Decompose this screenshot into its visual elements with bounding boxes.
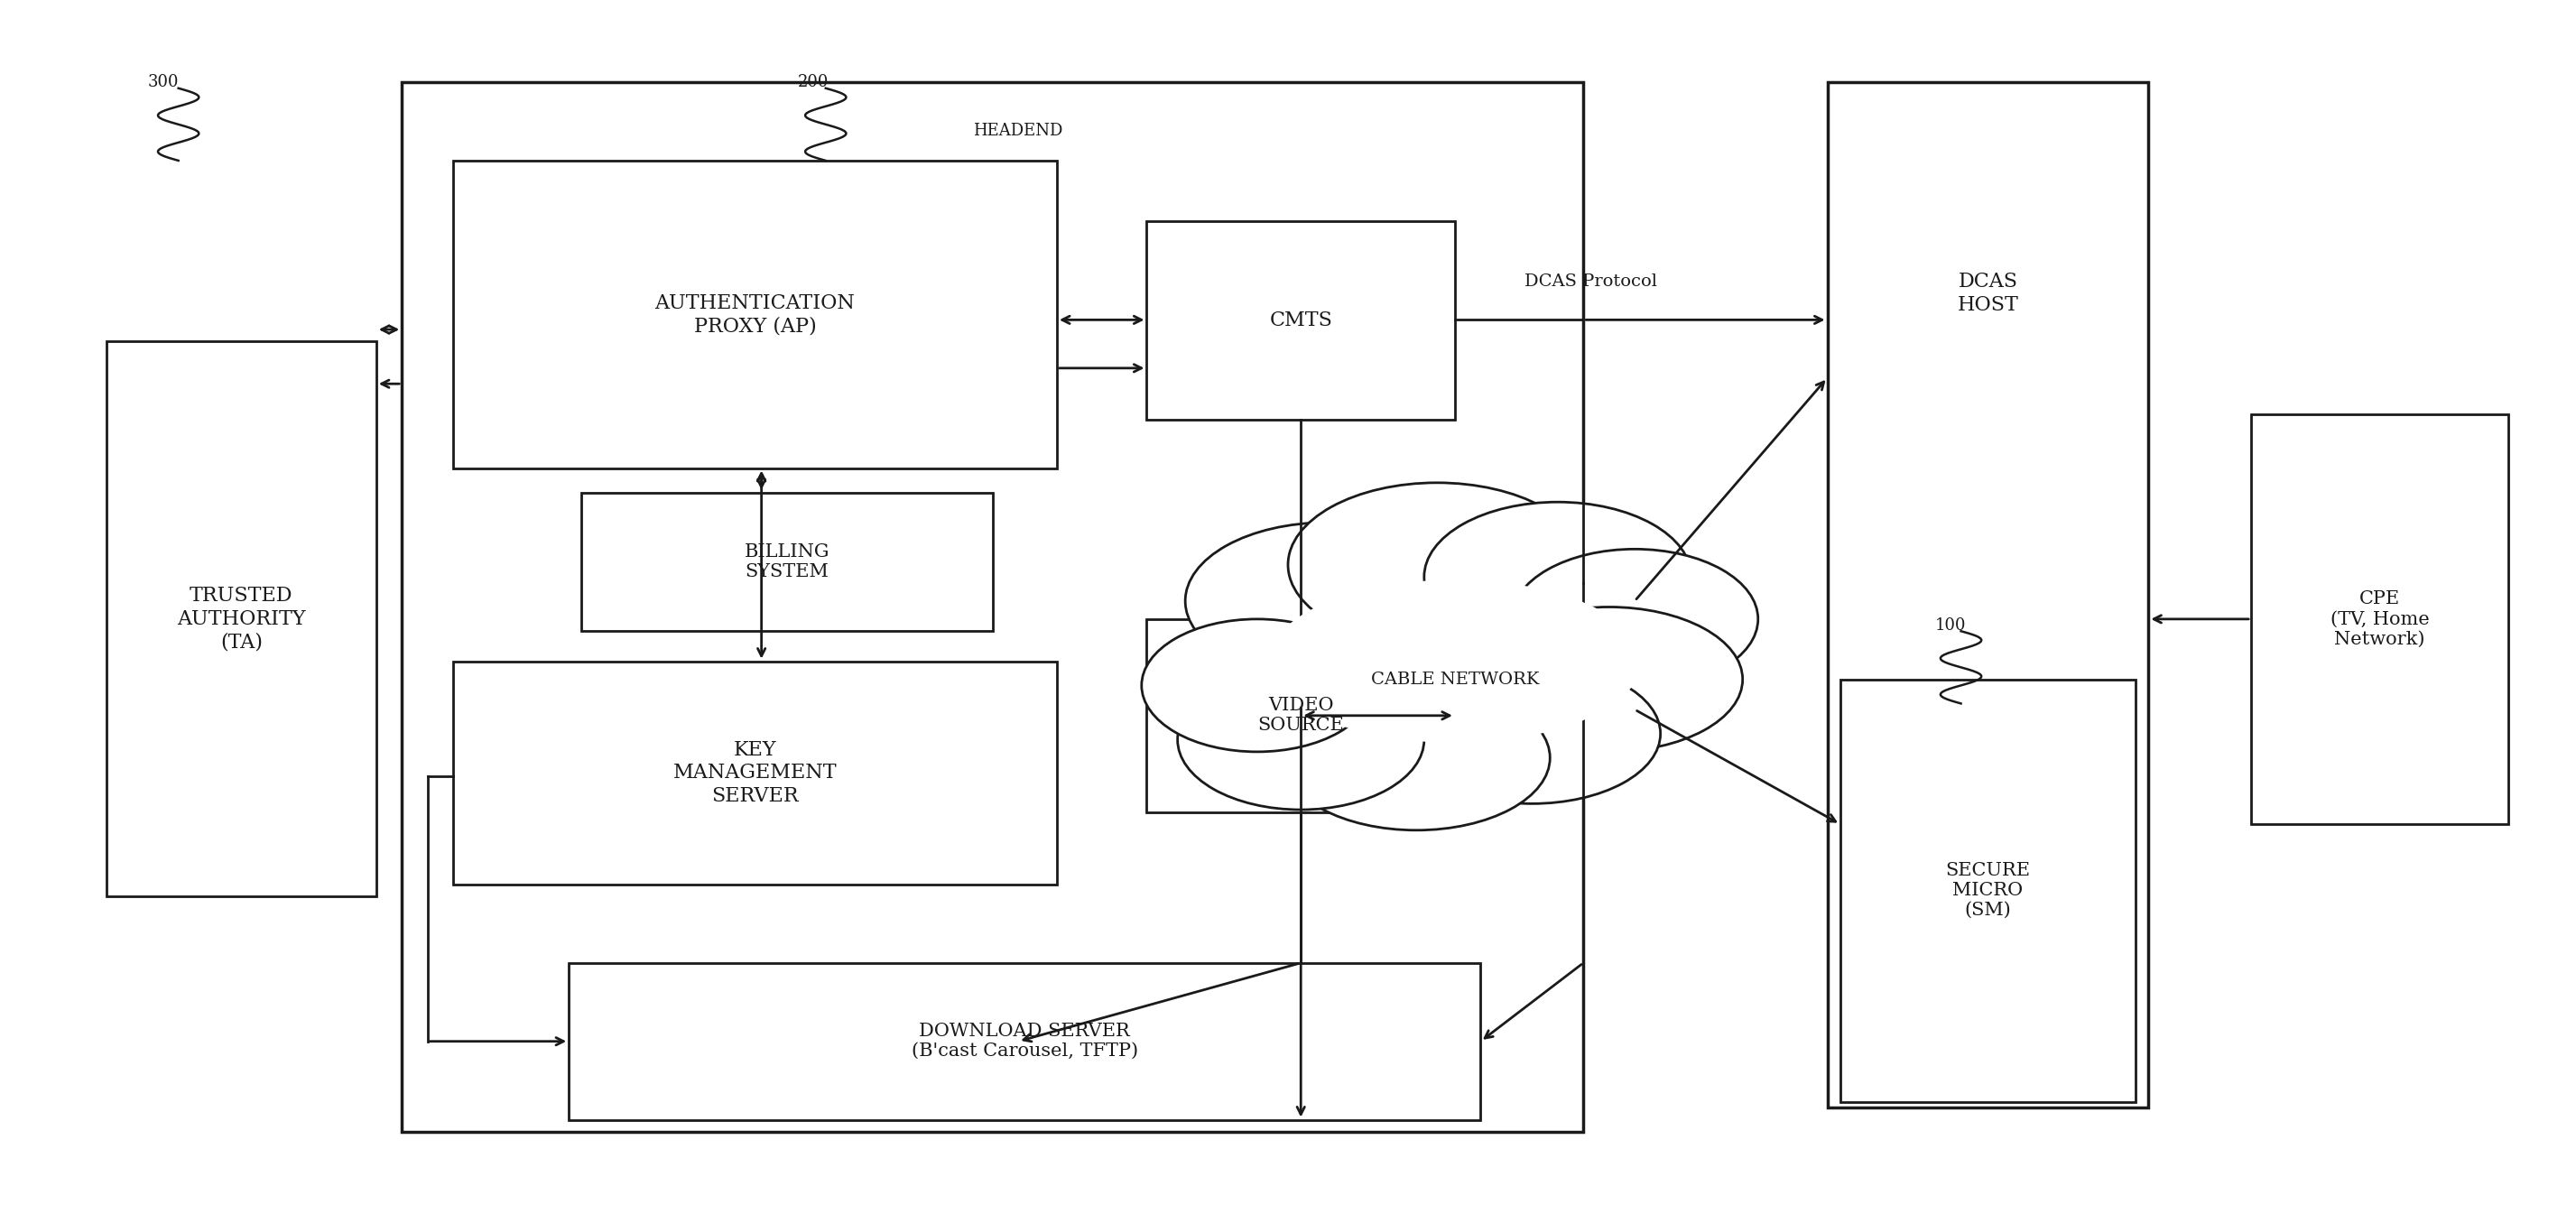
Text: DOWNLOAD SERVER
(B'cast Carousel, TFTP): DOWNLOAD SERVER (B'cast Carousel, TFTP) — [912, 1023, 1139, 1060]
Bar — [2251, 414, 2509, 824]
Ellipse shape — [1283, 686, 1551, 830]
Text: BILLING
SYSTEM: BILLING SYSTEM — [744, 543, 829, 580]
Text: CMTS: CMTS — [1270, 311, 1332, 330]
Text: KEY
MANAGEMENT
SERVER: KEY MANAGEMENT SERVER — [672, 741, 837, 806]
Bar — [569, 963, 1481, 1119]
Text: 100: 100 — [1935, 617, 1965, 634]
Bar — [402, 83, 1584, 1131]
Bar — [1146, 619, 1455, 812]
Ellipse shape — [1185, 522, 1468, 680]
Bar — [582, 493, 992, 631]
Ellipse shape — [1476, 607, 1741, 751]
Text: CABLE NETWORK: CABLE NETWORK — [1370, 671, 1538, 687]
Text: 200: 200 — [799, 74, 829, 90]
Ellipse shape — [1141, 619, 1373, 751]
Bar — [1839, 680, 2136, 1101]
Ellipse shape — [1425, 503, 1692, 652]
Ellipse shape — [1270, 580, 1641, 743]
Text: TRUSTED
AUTHORITY
(TA): TRUSTED AUTHORITY (TA) — [178, 586, 307, 652]
Bar — [453, 662, 1056, 885]
Bar — [106, 341, 376, 897]
Text: SECURE
MICRO
(SM): SECURE MICRO (SM) — [1945, 862, 2030, 919]
Text: DCAS
HOST: DCAS HOST — [1958, 272, 2020, 314]
Text: VIDEO
SOURCE: VIDEO SOURCE — [1257, 697, 1345, 734]
Text: AUTHENTICATION
PROXY (AP): AUTHENTICATION PROXY (AP) — [654, 293, 855, 336]
Text: DCAS Protocol: DCAS Protocol — [1525, 273, 1656, 289]
Ellipse shape — [1288, 483, 1587, 647]
Text: CPE
(TV, Home
Network): CPE (TV, Home Network) — [2331, 591, 2429, 647]
Ellipse shape — [1177, 670, 1425, 810]
Text: 300: 300 — [147, 74, 178, 90]
Bar — [453, 160, 1056, 469]
Ellipse shape — [1512, 549, 1757, 690]
Bar — [1826, 83, 2148, 1107]
Text: HEADEND: HEADEND — [974, 123, 1064, 138]
Bar — [1146, 221, 1455, 420]
Ellipse shape — [1404, 664, 1662, 804]
